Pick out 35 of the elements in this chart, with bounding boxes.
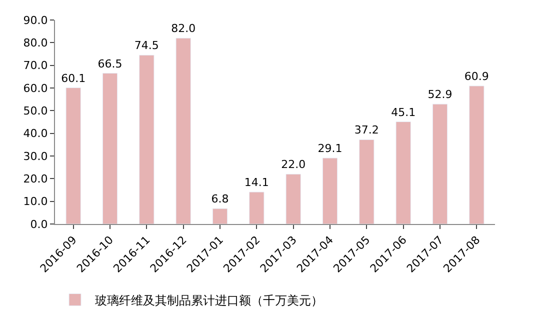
bar xyxy=(322,158,338,224)
y-tick-label: 90.0 xyxy=(23,14,48,27)
bar xyxy=(176,38,191,224)
text: 22.0 xyxy=(281,158,306,172)
text: 45.1 xyxy=(391,106,416,119)
bar xyxy=(212,208,228,224)
bar xyxy=(359,139,374,224)
bar xyxy=(66,88,81,224)
bar xyxy=(249,192,264,224)
text: 74.5 xyxy=(134,39,159,52)
y-tick-label: 60.0 xyxy=(23,82,48,95)
y-tick-label: 50.0 xyxy=(23,104,48,118)
text: 14.1 xyxy=(244,176,269,190)
text: 60.1 xyxy=(61,72,86,85)
bar xyxy=(396,122,411,224)
bar xyxy=(102,73,118,224)
text: 6.8 xyxy=(211,192,229,206)
text: 82.0 xyxy=(171,22,196,36)
text: 60.9 xyxy=(464,70,489,83)
text: 37.2 xyxy=(354,124,379,137)
text: 52.9 xyxy=(428,88,452,102)
bar xyxy=(139,54,154,224)
bar xyxy=(469,86,484,224)
legend-label: 玻璃纤维及其制品累计进口额（千万美元） xyxy=(95,293,323,308)
y-tick-label: 20.0 xyxy=(23,172,48,186)
text: 66.5 xyxy=(98,57,122,70)
y-tick-label: 70.0 xyxy=(23,59,48,72)
y-tick-label: 80.0 xyxy=(23,36,48,50)
bar xyxy=(286,174,301,224)
bar xyxy=(432,104,448,224)
y-tick-label: 10.0 xyxy=(23,195,48,208)
y-tick-label: 40.0 xyxy=(23,127,48,140)
y-tick-label: 0.0 xyxy=(30,218,48,231)
y-tick-label: 30.0 xyxy=(23,150,48,163)
text: 29.1 xyxy=(318,142,342,156)
